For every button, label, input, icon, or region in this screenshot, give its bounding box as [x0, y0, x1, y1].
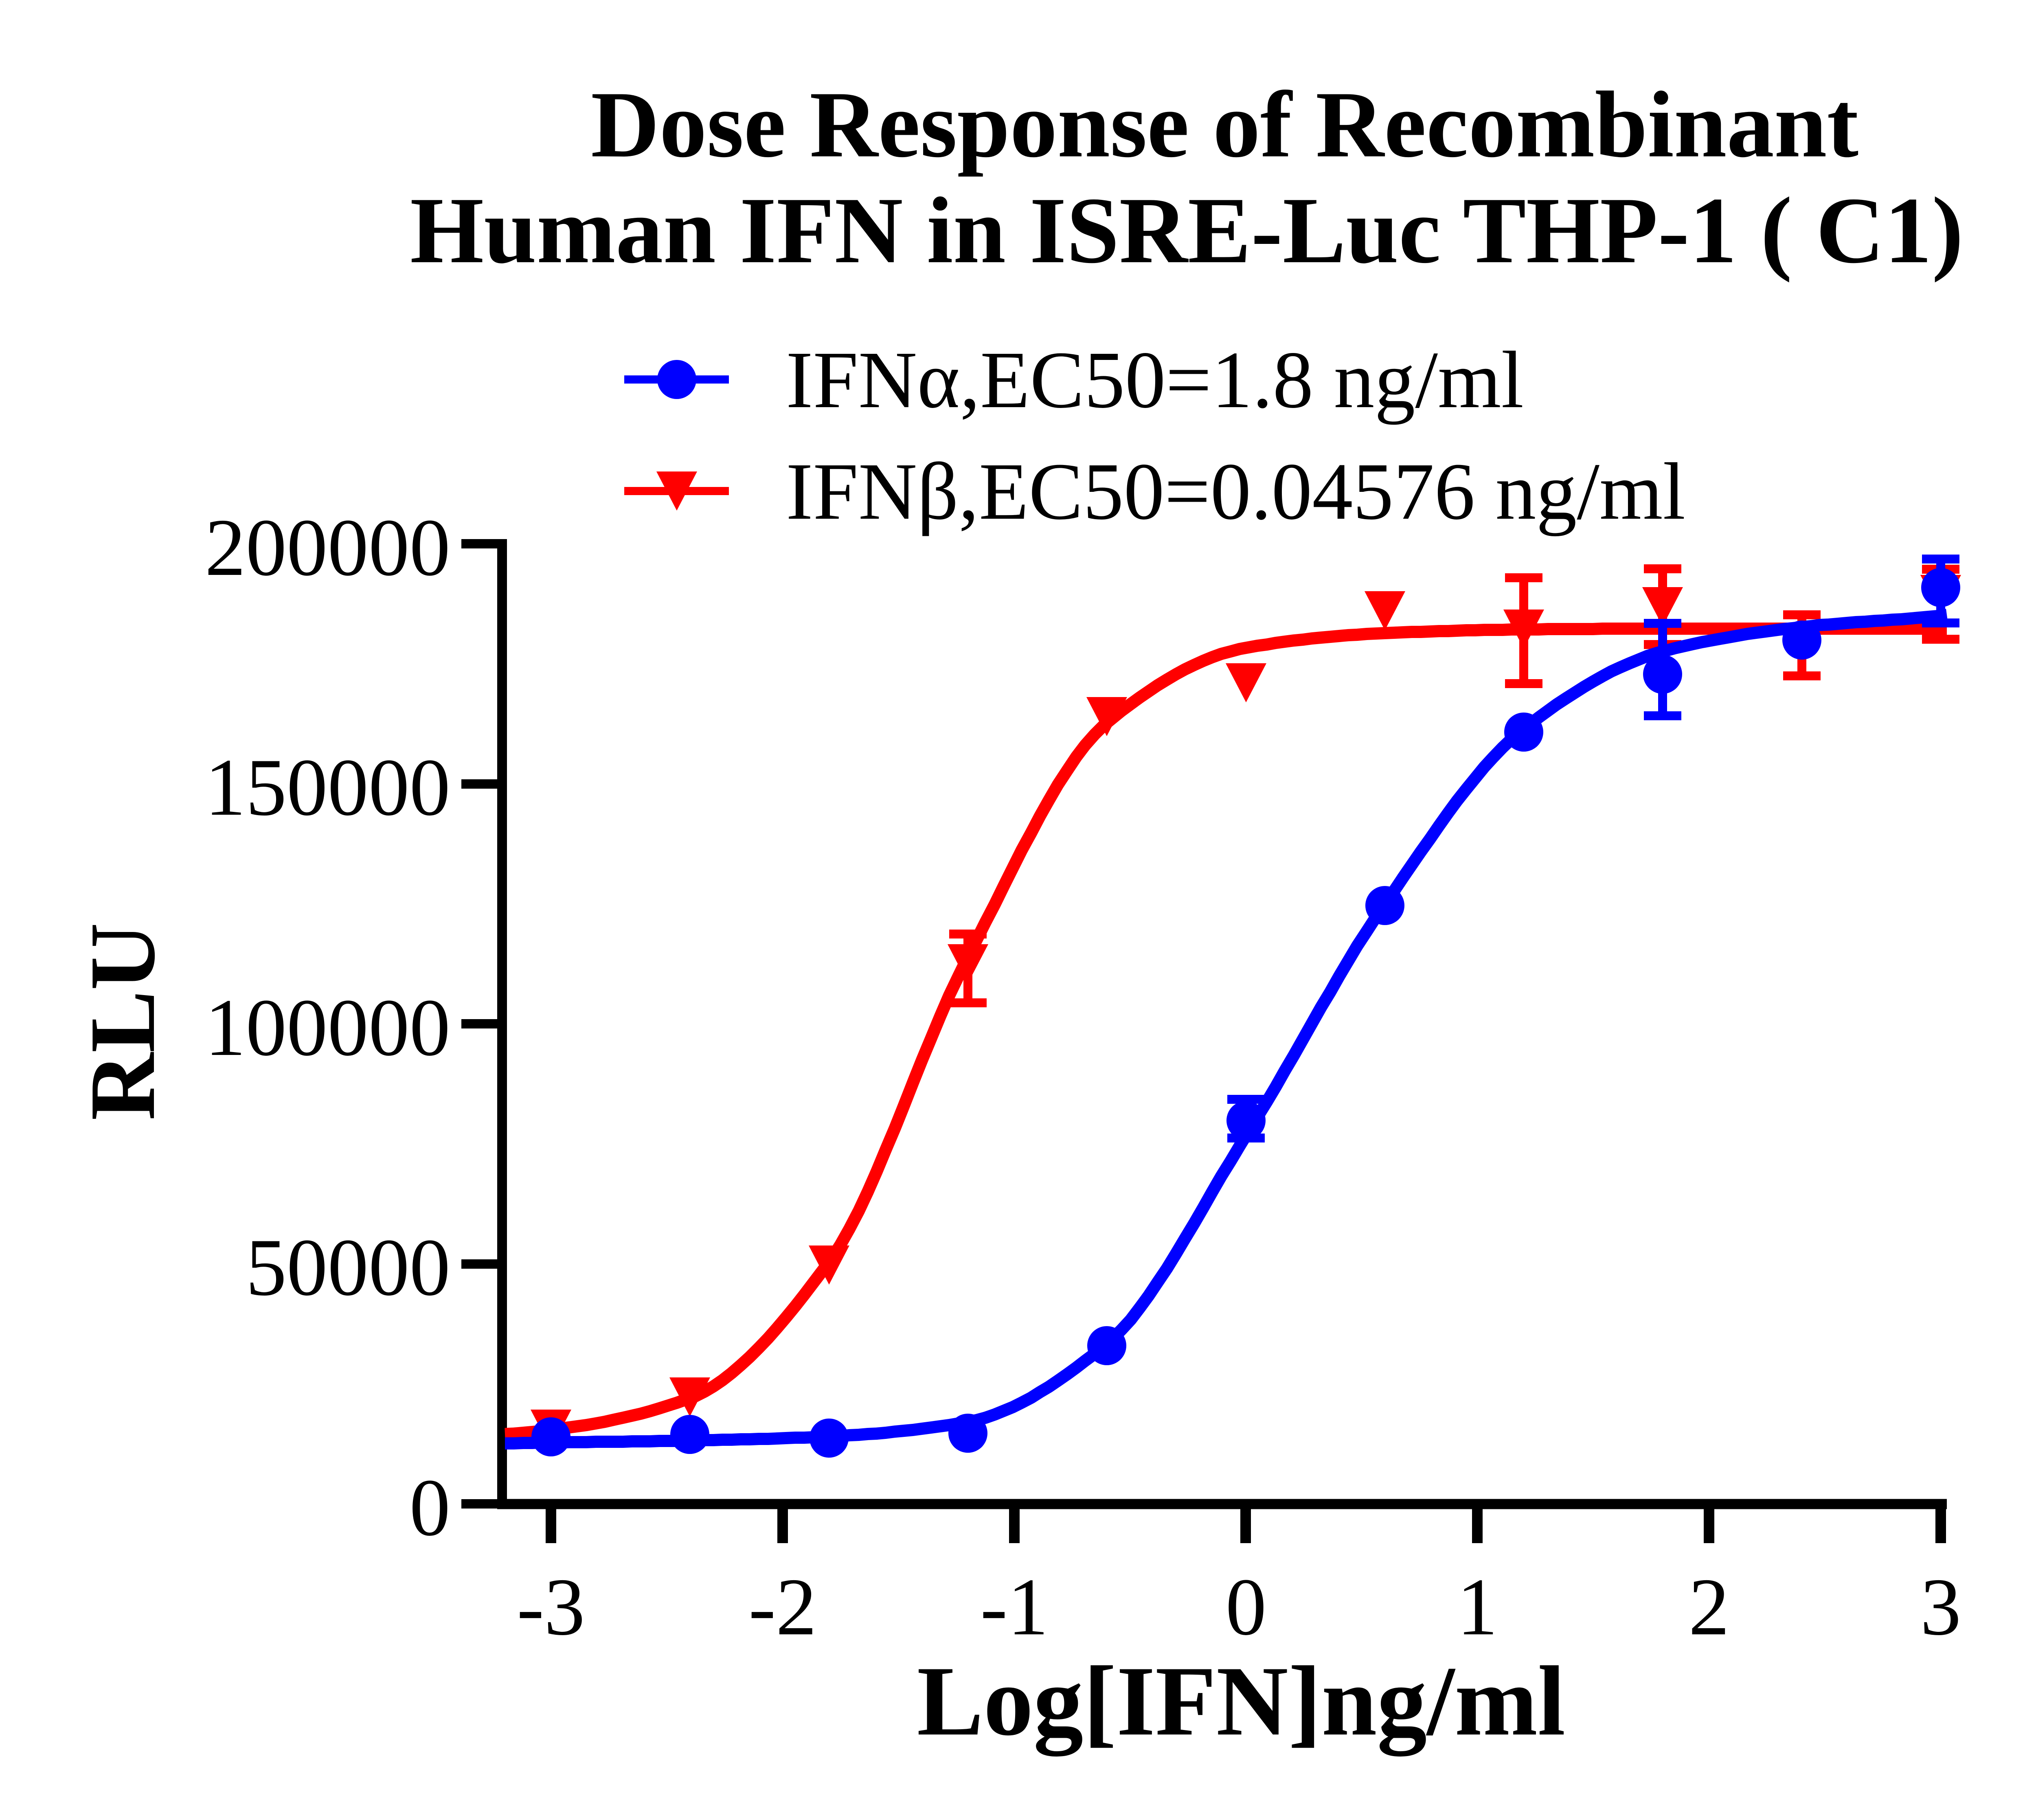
svg-text:-1: -1	[980, 1562, 1048, 1652]
svg-text:Human IFN in ISRE-Luc THP-1 (: Human IFN in ISRE-Luc THP-1 ( C1)	[410, 178, 1964, 283]
svg-text:1: 1	[1457, 1562, 1498, 1652]
svg-text:0: 0	[1226, 1562, 1267, 1652]
svg-text:100000: 100000	[205, 982, 450, 1073]
svg-text:0: 0	[410, 1463, 451, 1553]
svg-text:-3: -3	[517, 1562, 585, 1652]
svg-text:-2: -2	[748, 1562, 816, 1652]
svg-text:Log[IFN]ng/ml: Log[IFN]ng/ml	[917, 1646, 1566, 1756]
svg-text:150000: 150000	[205, 742, 450, 833]
svg-text:RLU: RLU	[70, 923, 174, 1121]
svg-text:3: 3	[1920, 1562, 1961, 1652]
svg-text:IFNβ,EC50=0.04576 ng/ml: IFNβ,EC50=0.04576 ng/ml	[786, 447, 1685, 537]
svg-text:Dose Response of Recombinant: Dose Response of Recombinant	[591, 72, 1858, 177]
svg-text:200000: 200000	[205, 502, 450, 593]
svg-text:IFNα,EC50=1.8 ng/ml: IFNα,EC50=1.8 ng/ml	[786, 335, 1524, 425]
svg-text:2: 2	[1689, 1562, 1730, 1652]
svg-text:50000: 50000	[246, 1222, 451, 1313]
